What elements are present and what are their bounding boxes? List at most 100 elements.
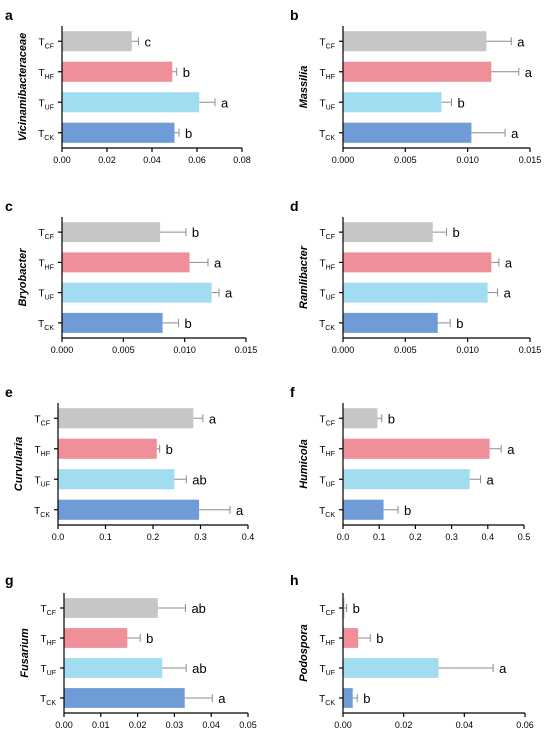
bar-hf — [343, 252, 492, 273]
bar-hf — [62, 252, 190, 273]
category-label: TUF — [320, 475, 335, 488]
panel-g: g Fusarium ab TCF b THF ab TUF a TCK 0.00 0.01 0.02 0… — [5, 572, 257, 730]
panel-b: b Massilia a TCF a THF b TUF a TCK 0.000 0.005 0.010… — [290, 7, 541, 165]
category-label: TCK — [40, 694, 56, 707]
significance-label: a — [225, 286, 233, 301]
panel-e: e Curvularia a TCF b THF ab TUF a TCK 0.0 0.1 0.2 0.3… — [5, 384, 254, 542]
panel-label: f — [290, 384, 295, 400]
x-tick-label: 0.4 — [482, 532, 495, 542]
x-tick-label: 0.005 — [112, 345, 135, 355]
significance-label: b — [185, 316, 192, 331]
bar-ck — [343, 499, 384, 520]
x-tick-label: 0.4 — [242, 532, 255, 542]
category-label: THF — [320, 258, 335, 271]
y-axis-title: Fusarium — [19, 628, 31, 678]
panel-label: d — [290, 198, 299, 214]
bar-ck — [62, 122, 175, 143]
bar-ck — [343, 312, 438, 333]
significance-label: a — [517, 34, 525, 49]
category-label: TUF — [41, 664, 56, 677]
significance-label: a — [487, 472, 495, 487]
x-tick-label: 0.010 — [456, 155, 479, 165]
x-tick-label: 0.1 — [99, 532, 112, 542]
x-tick-label: 0.0 — [52, 532, 65, 542]
significance-label: a — [236, 503, 244, 518]
x-tick-label: 0.015 — [519, 155, 542, 165]
panel-a: a Vicinamibacteraceae c TCF b THF a TUF b TCK 0.00… — [5, 7, 251, 165]
significance-label: ab — [192, 472, 206, 487]
x-tick-label: 0.08 — [233, 155, 251, 165]
bar-cf — [62, 222, 161, 243]
category-label: TCF — [35, 414, 50, 427]
bar-cf — [62, 31, 132, 52]
significance-label: a — [218, 691, 226, 706]
category-label: TCK — [34, 506, 50, 519]
bar-cf — [343, 408, 378, 429]
y-axis-title: Ramlibacter — [298, 245, 310, 309]
bar-hf — [58, 438, 157, 459]
category-label: THF — [39, 258, 54, 271]
significance-label: c — [145, 34, 152, 49]
x-tick-label: 0.00 — [55, 720, 73, 730]
bar-uf — [62, 282, 212, 303]
x-tick-label: 0.1 — [373, 532, 386, 542]
category-label: THF — [35, 445, 50, 458]
category-label: TCF — [320, 228, 335, 241]
category-label: TCK — [38, 129, 54, 142]
x-tick-label: 0.03 — [166, 720, 184, 730]
x-tick-label: 0.00 — [53, 155, 71, 165]
bar-ck — [58, 499, 200, 520]
bar-uf — [343, 658, 439, 678]
significance-label: a — [511, 126, 519, 141]
bar-cf — [343, 31, 487, 52]
panel-label: c — [5, 198, 13, 214]
x-tick-label: 0.5 — [518, 532, 531, 542]
panel-d: d Ramlibacter b TCF a THF a TUF b TCK 0.000 0.005 0.… — [290, 198, 541, 355]
significance-label: a — [504, 286, 512, 301]
category-label: TCF — [39, 37, 54, 50]
x-tick-label: 0.3 — [194, 532, 207, 542]
category-label: THF — [320, 68, 335, 81]
bar-hf — [343, 61, 492, 82]
bar-cf — [343, 222, 433, 243]
significance-label: a — [209, 411, 217, 426]
category-label: THF — [320, 445, 335, 458]
x-tick-label: 0.2 — [147, 532, 160, 542]
category-label: TUF — [320, 98, 335, 111]
bar-ck — [343, 122, 472, 143]
bar-uf — [343, 469, 470, 490]
bar-uf — [343, 282, 488, 303]
panel-label: h — [290, 572, 299, 588]
x-tick-label: 0.000 — [332, 155, 355, 165]
x-tick-label: 0.000 — [51, 345, 74, 355]
x-tick-label: 0.000 — [332, 345, 355, 355]
significance-label: a — [221, 95, 229, 110]
significance-label: a — [505, 255, 513, 270]
category-label: TCF — [320, 604, 335, 617]
category-label: TUF — [39, 289, 54, 302]
x-tick-label: 0.00 — [334, 720, 352, 730]
significance-label: b — [404, 503, 411, 518]
significance-label: b — [363, 691, 370, 706]
significance-label: b — [376, 631, 383, 646]
significance-label: b — [353, 601, 360, 616]
x-tick-label: 0.04 — [456, 720, 474, 730]
category-label: TCF — [320, 37, 335, 50]
bar-uf — [343, 92, 442, 113]
category-label: TUF — [35, 475, 50, 488]
x-tick-label: 0.2 — [409, 532, 422, 542]
x-tick-label: 0.005 — [394, 155, 417, 165]
significance-label: b — [457, 95, 464, 110]
category-label: THF — [41, 634, 56, 647]
bar-cf — [64, 598, 158, 618]
panel-h: h Podospora b TCF b THF a TUF b TCK 0.00 0.02 0.04 0.… — [290, 572, 534, 730]
panel-label: e — [5, 384, 13, 400]
panel-label: g — [5, 572, 14, 588]
x-tick-label: 0.02 — [395, 720, 413, 730]
x-tick-label: 0.06 — [188, 155, 206, 165]
category-label: TCK — [38, 319, 54, 332]
category-label: TCF — [41, 604, 56, 617]
x-tick-label: 0.010 — [173, 345, 196, 355]
category-label: TUF — [39, 98, 54, 111]
